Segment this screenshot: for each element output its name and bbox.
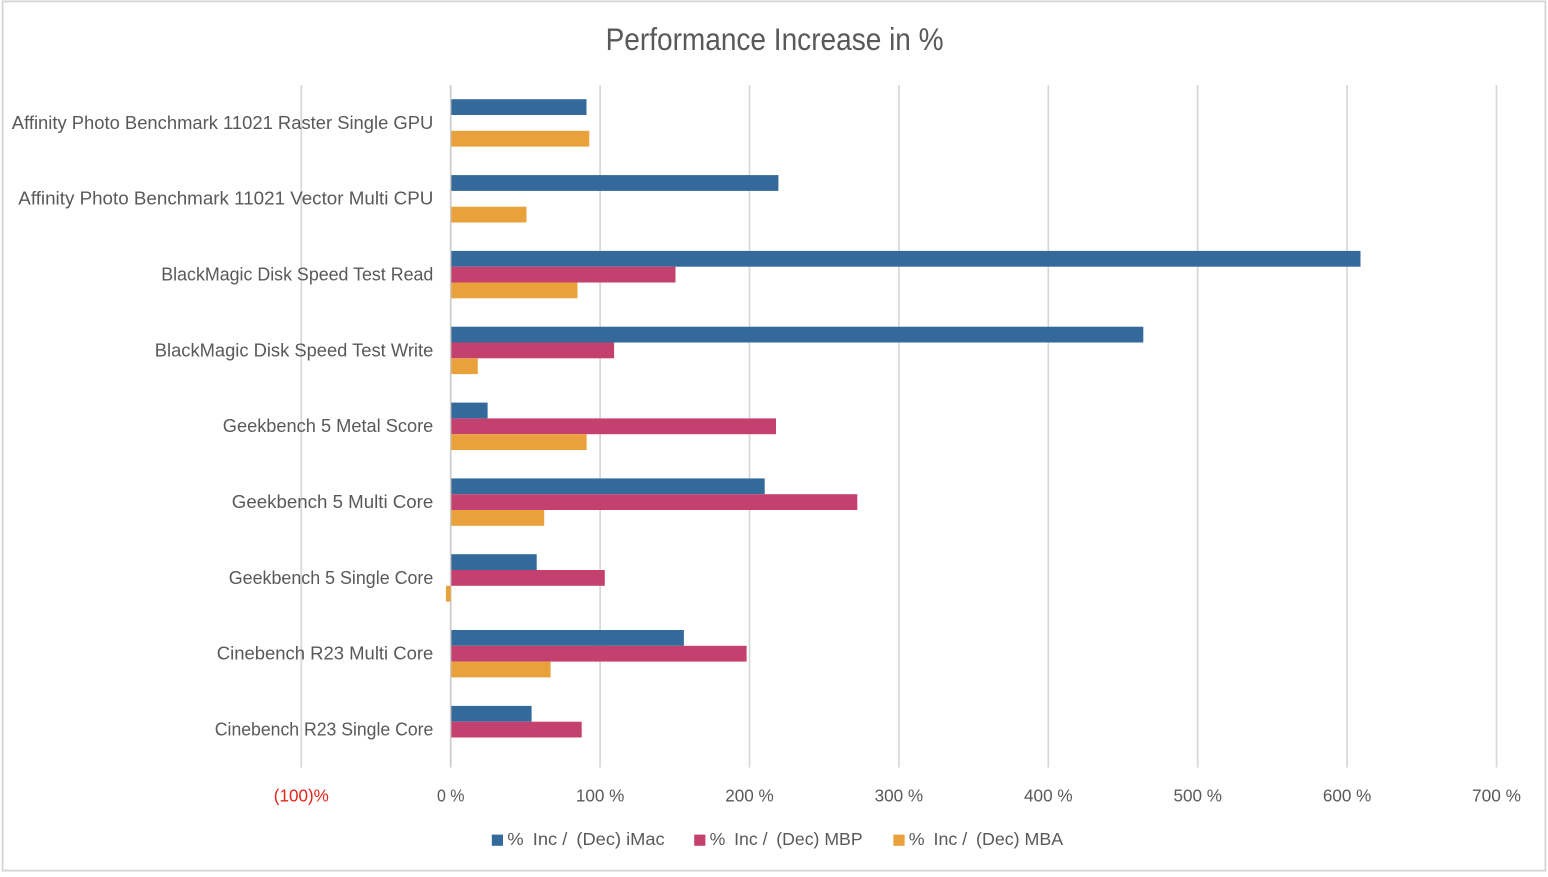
svg-text:% Inc / (Dec) MBP: % Inc / (Dec) MBP	[710, 829, 863, 849]
svg-text:Geekbench 5 Multi Core: Geekbench 5 Multi Core	[232, 491, 434, 512]
svg-text:600 %: 600 %	[1323, 785, 1372, 805]
svg-text:% Inc / (Dec) MBA: % Inc / (Dec) MBA	[909, 829, 1064, 849]
svg-text:200 %: 200 %	[725, 785, 774, 805]
svg-text:Affinity Photo Benchmark 11021: Affinity Photo Benchmark 11021 Vector Mu…	[18, 188, 433, 209]
svg-text:300 %: 300 %	[875, 785, 924, 805]
svg-text:BlackMagic Disk Speed Test Rea: BlackMagic Disk Speed Test Read	[161, 264, 433, 285]
svg-text:Affinity Photo Benchmark 11021: Affinity Photo Benchmark 11021 Raster Si…	[12, 112, 434, 133]
svg-text:Geekbench 5 Single Core: Geekbench 5 Single Core	[229, 567, 434, 588]
svg-text:400 %: 400 %	[1024, 785, 1073, 805]
svg-text:% Inc / (Dec) iMac: % Inc / (Dec) iMac	[507, 829, 665, 849]
svg-text:Performance Increase in %: Performance Increase in %	[606, 21, 944, 57]
svg-text:BlackMagic Disk Speed Test Wri: BlackMagic Disk Speed Test Write	[155, 339, 434, 360]
svg-text:100 %: 100 %	[576, 785, 625, 805]
svg-text:0 %: 0 %	[437, 785, 465, 805]
svg-text:(100)%: (100)%	[274, 785, 329, 805]
svg-text:Cinebench R23 Single Core: Cinebench R23 Single Core	[215, 719, 434, 740]
svg-text:500 %: 500 %	[1173, 785, 1222, 805]
svg-text:Cinebench R23 Multi Core: Cinebench R23 Multi Core	[217, 643, 434, 664]
svg-text:700 %: 700 %	[1472, 785, 1521, 805]
svg-text:Geekbench 5 Metal Score: Geekbench 5 Metal Score	[223, 415, 434, 436]
